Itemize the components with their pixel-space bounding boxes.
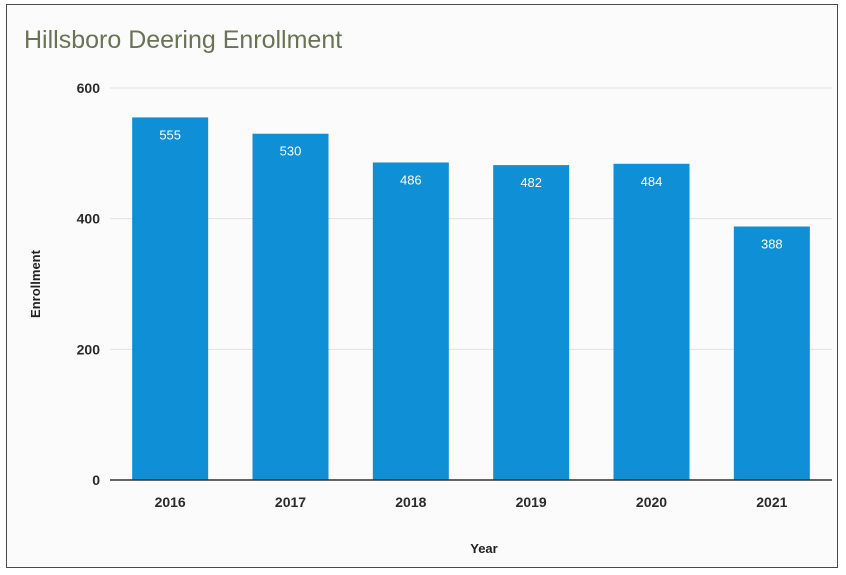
y-tick-label: 600 xyxy=(77,80,101,96)
bar-2021 xyxy=(733,226,810,480)
y-axis-title: Enrollment xyxy=(28,249,43,318)
y-tick-labels: 0 200 400 600 xyxy=(77,80,101,488)
bars: 555 530 486 482 484 388 xyxy=(132,117,810,481)
x-tick-label: 2021 xyxy=(756,494,787,510)
x-tick-label: 2016 xyxy=(155,494,186,510)
data-label-2016: 555 xyxy=(159,127,181,142)
chart-title: Hillsboro Deering Enrollment xyxy=(24,26,343,54)
bar-2018 xyxy=(372,162,449,481)
data-label-2021: 388 xyxy=(761,237,783,252)
data-label-2017: 530 xyxy=(280,144,302,159)
x-tick-label: 2017 xyxy=(275,494,306,510)
bar-2019 xyxy=(493,165,570,481)
data-label-2020: 484 xyxy=(641,174,663,189)
data-label-2018: 486 xyxy=(400,172,422,187)
bar-2020 xyxy=(613,163,690,480)
gridlines xyxy=(110,87,832,350)
y-tick-label: 0 xyxy=(92,472,100,488)
data-label-2019: 482 xyxy=(520,175,542,190)
x-tick-label: 2018 xyxy=(395,494,426,510)
y-tick-label: 400 xyxy=(77,211,101,227)
bar-2016 xyxy=(132,117,209,481)
x-tick-labels: 2016 2017 2018 2019 2020 2021 xyxy=(155,494,788,510)
y-tick-label: 200 xyxy=(77,341,101,357)
x-tick-label: 2019 xyxy=(516,494,547,510)
x-tick-label: 2020 xyxy=(636,494,667,510)
x-axis-title: Year xyxy=(470,541,497,556)
bar-2017 xyxy=(252,133,329,480)
